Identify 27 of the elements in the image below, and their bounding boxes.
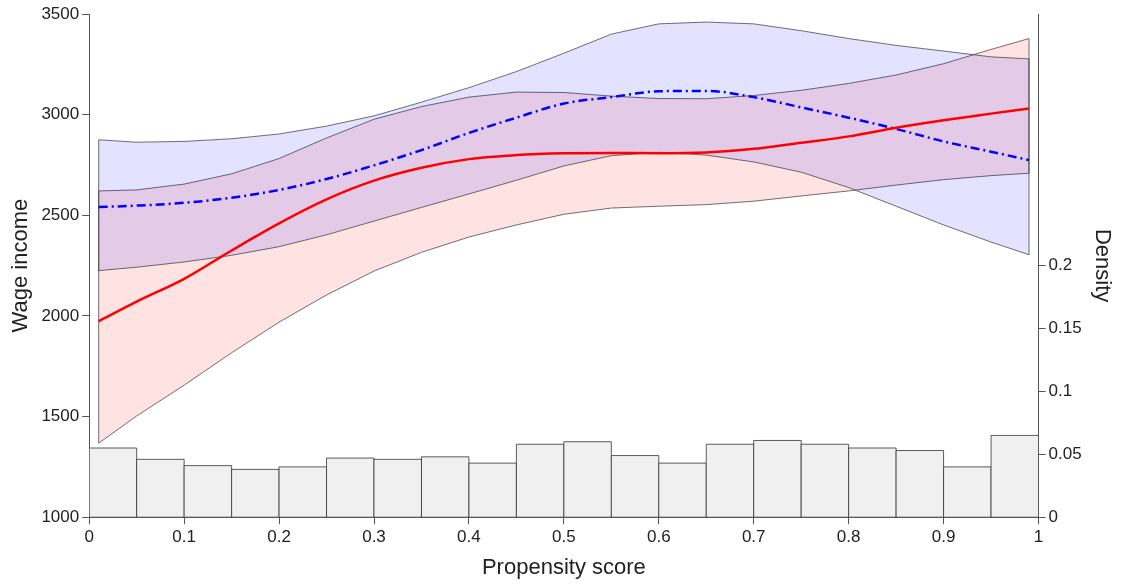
line-series — [97, 107, 1031, 323]
y2-tick-label: 0.15 — [1048, 318, 1082, 338]
x-tick-label: 0.6 — [646, 527, 671, 547]
x-tick-label: 0.5 — [552, 527, 576, 547]
x-tick-label: 0.7 — [741, 527, 766, 547]
x-axis-title: Propensity score — [481, 553, 646, 579]
y-axis-title: Wage income — [7, 198, 33, 333]
y-tick-label: 1000 — [41, 506, 80, 526]
x-tick-label: 1 — [1033, 527, 1044, 547]
y2-tick-label: 0 — [1048, 506, 1058, 526]
x-tick-label: 0.2 — [267, 527, 291, 547]
y-tick-label: 3500 — [41, 3, 80, 23]
y-tick-label: 2000 — [41, 305, 80, 325]
line-series — [97, 89, 1031, 209]
y2-axis-title: Density — [1090, 228, 1116, 303]
x-tick-label: 0.8 — [836, 527, 861, 547]
y-tick-label: 2500 — [41, 204, 80, 224]
x-tick-label: 0.4 — [457, 527, 481, 547]
y-tick-label: 3000 — [41, 104, 80, 124]
x-tick-label: 0.9 — [931, 527, 956, 547]
y-tick-label: 1500 — [41, 406, 80, 426]
x-tick-label: 0.1 — [172, 527, 196, 547]
y2-tick-label: 0.1 — [1048, 381, 1073, 401]
x-tick-label: 0.3 — [362, 527, 386, 547]
x-tick-label: 0 — [84, 527, 94, 547]
y2-tick-label: 0.05 — [1048, 443, 1082, 463]
y2-tick-label: 0.2 — [1048, 255, 1073, 275]
